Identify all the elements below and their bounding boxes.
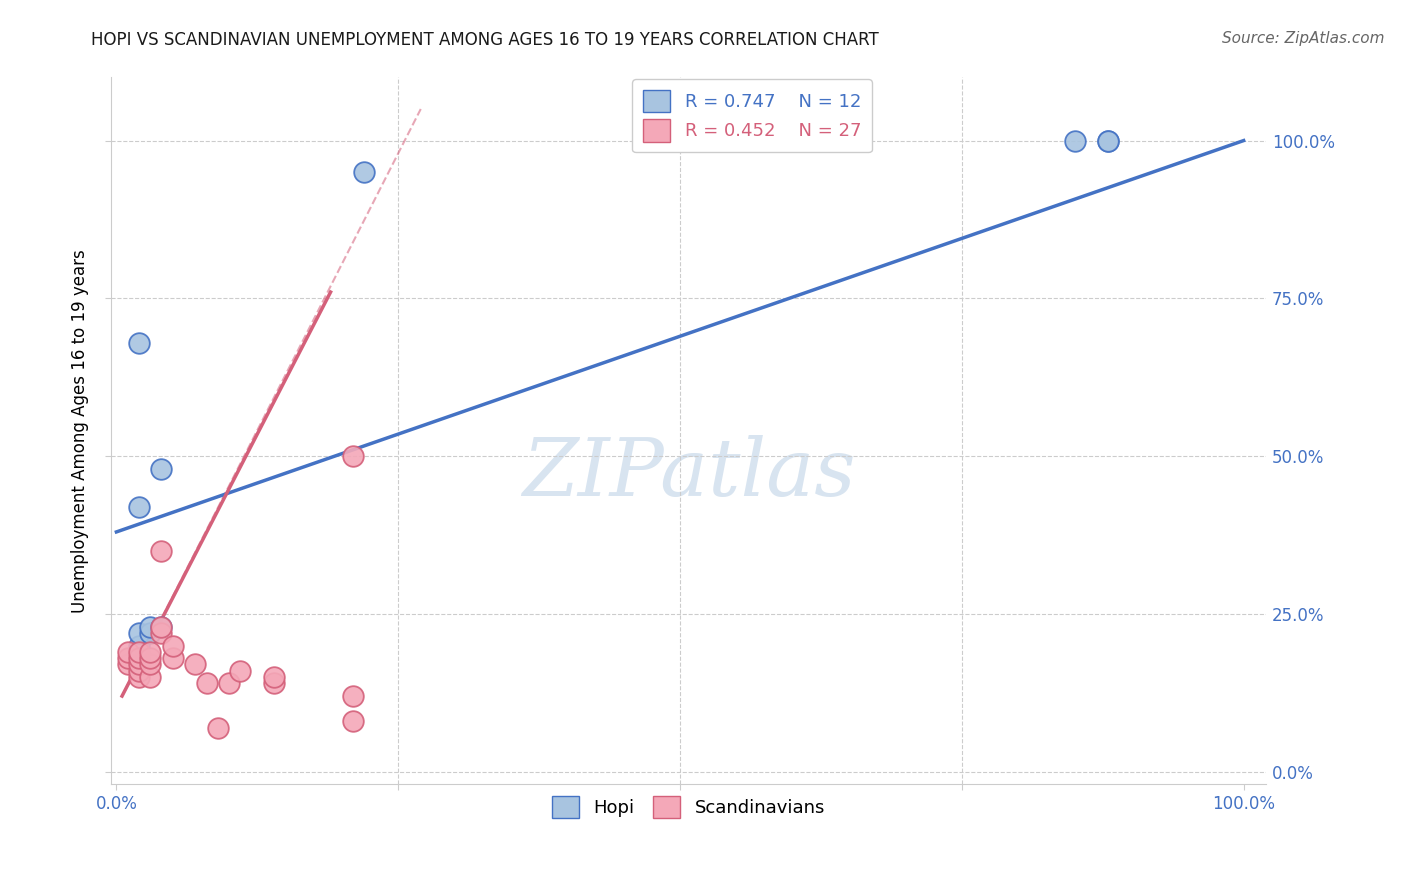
Point: [139, 645, 162, 659]
Point: [229, 664, 252, 678]
Point: [139, 670, 162, 684]
Y-axis label: Unemployment Among Ages 16 to 19 years: Unemployment Among Ages 16 to 19 years: [72, 249, 89, 613]
Point: [263, 676, 285, 690]
Point: [128, 639, 150, 653]
Point: [128, 670, 150, 684]
Point: [1097, 134, 1119, 148]
Point: [353, 165, 375, 179]
Point: [150, 619, 173, 633]
Point: [150, 462, 173, 476]
Point: [150, 544, 173, 558]
Point: [128, 500, 150, 514]
Point: [195, 676, 218, 690]
Point: [150, 626, 173, 640]
Point: [184, 657, 207, 672]
Point: [342, 714, 364, 729]
Point: [128, 645, 150, 659]
Point: [139, 626, 162, 640]
Point: [139, 657, 162, 672]
Point: [207, 721, 229, 735]
Text: Source: ZipAtlas.com: Source: ZipAtlas.com: [1222, 31, 1385, 46]
Point: [128, 335, 150, 350]
Point: [128, 664, 150, 678]
Point: [1097, 134, 1119, 148]
Point: [128, 657, 150, 672]
Point: [162, 639, 184, 653]
Point: [263, 670, 285, 684]
Point: [342, 689, 364, 703]
Point: [117, 657, 139, 672]
Point: [139, 619, 162, 633]
Point: [342, 449, 364, 463]
Point: [128, 626, 150, 640]
Text: ZIPatlas: ZIPatlas: [522, 434, 855, 512]
Point: [117, 651, 139, 665]
Point: [162, 651, 184, 665]
Point: [128, 651, 150, 665]
Point: [139, 651, 162, 665]
Point: [218, 676, 240, 690]
Point: [117, 645, 139, 659]
Legend: Hopi, Scandinavians: Hopi, Scandinavians: [546, 789, 832, 825]
Text: HOPI VS SCANDINAVIAN UNEMPLOYMENT AMONG AGES 16 TO 19 YEARS CORRELATION CHART: HOPI VS SCANDINAVIAN UNEMPLOYMENT AMONG …: [91, 31, 879, 49]
Point: [1063, 134, 1085, 148]
Point: [150, 619, 173, 633]
